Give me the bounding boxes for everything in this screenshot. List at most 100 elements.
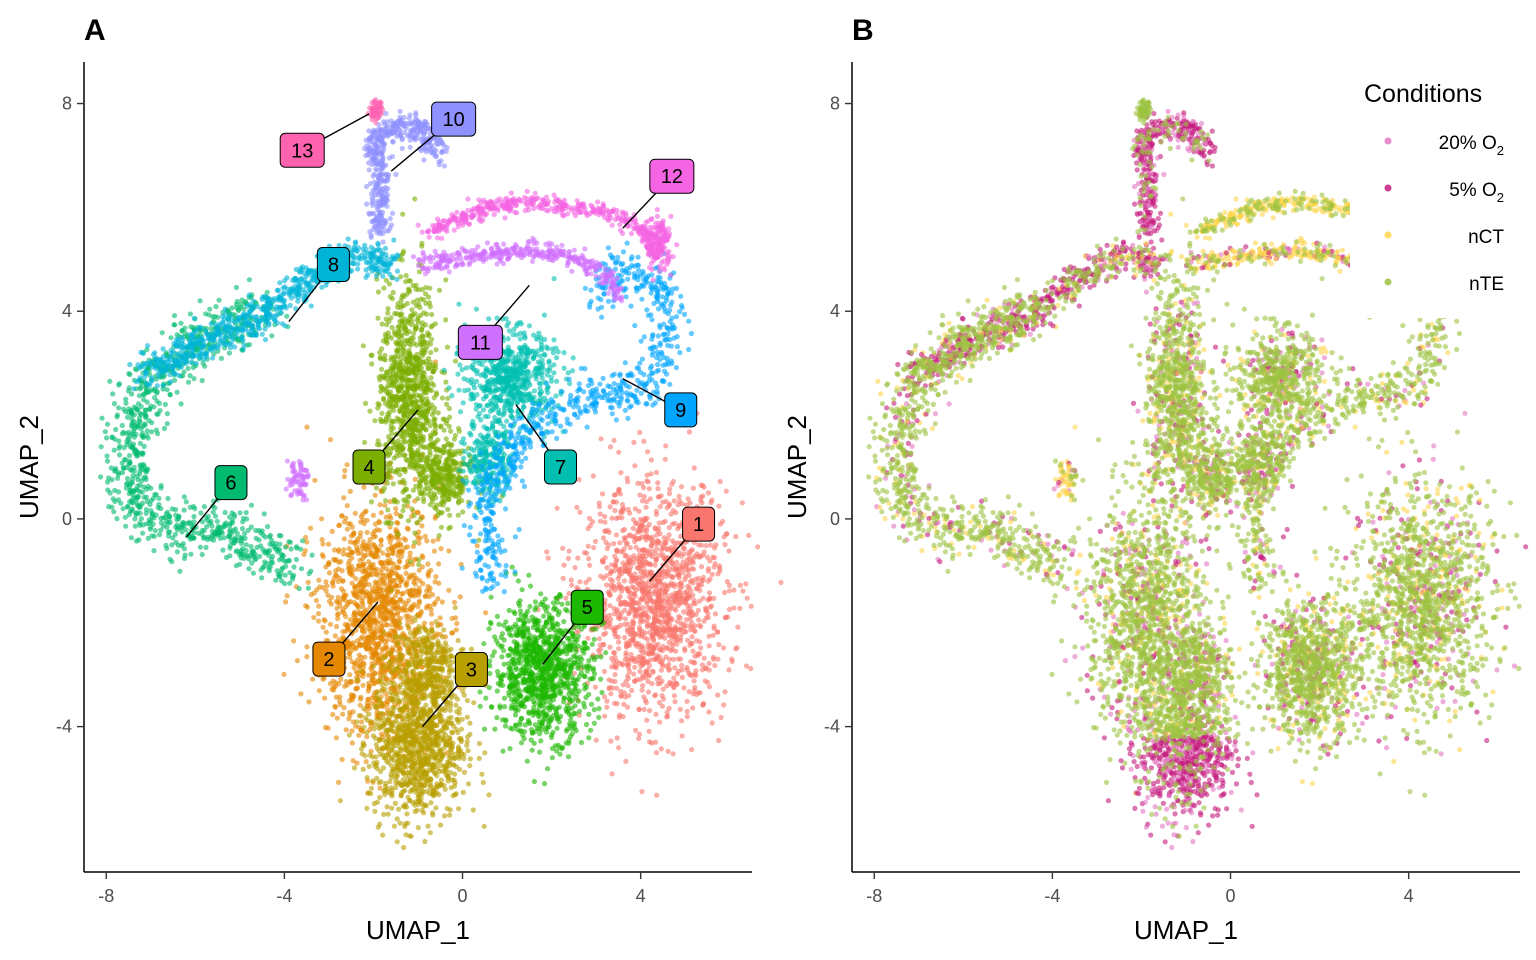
cluster-1-point [697,639,703,645]
cluster-4-point [422,346,429,352]
cluster-1-point [688,640,694,647]
cluster-1-point [637,676,643,683]
cluster-3-point [422,643,428,650]
cluster-3-point [398,674,405,680]
cluster-2-point [389,544,395,550]
cluster-2-point [446,548,452,554]
cluster-4-point [411,465,417,471]
cluster-1-point [612,654,618,660]
cluster-1-point [666,639,672,646]
cluster-1-point [631,439,637,445]
cluster-4-point [406,316,412,323]
cluster-4-point [391,407,397,413]
cluster-4-point [376,374,382,380]
cluster-1-point [693,672,699,679]
cluster-1-point [668,680,674,687]
cluster-1-point [640,485,647,491]
cluster-4-point [411,388,417,394]
cluster-3-point [429,741,435,747]
cluster-1-point [602,624,608,631]
cluster-1-point [639,561,646,567]
cluster-1-point [625,683,631,689]
cluster-1-point [670,656,677,663]
cluster-3-point [379,682,385,688]
cluster-3-point [388,695,394,702]
cluster-4-point [404,331,410,337]
cluster-3-point [482,750,488,756]
cluster-4-point [417,358,423,364]
cluster-2-point [363,508,369,514]
cluster-3-point [422,838,428,845]
cluster-1-point [660,545,666,551]
cluster-2-point [395,564,401,570]
cluster-3-point [464,714,470,720]
cluster-3-point [380,655,386,661]
cluster-1-point [645,636,651,643]
cluster-3-point [438,822,444,828]
cluster-1-point [625,662,631,668]
cluster-1-point [632,664,638,670]
cluster-1-point [735,624,741,630]
cluster-1-point [608,582,614,588]
cluster-3-point [403,744,409,751]
cluster-1-point [695,607,701,614]
cluster-1-point [646,561,652,567]
cluster-1-point [706,709,712,715]
cluster-1-point [577,579,583,585]
cluster-1-point [611,659,617,665]
cluster-1-point [631,585,637,591]
cluster-2-point [399,549,405,556]
cluster-3-point [372,808,378,814]
cluster-2-point [392,623,398,629]
cluster-2-point [454,620,460,627]
cluster-3-point [427,830,433,836]
cluster-1-point [667,486,673,492]
cluster-1-point [598,436,604,442]
cluster-4-point [433,347,439,353]
cluster-1-point [685,583,691,590]
cluster-3-point [436,783,442,789]
cluster-4-point [386,281,392,287]
cluster-1-point [721,645,727,651]
cluster-2-point [432,579,438,585]
cluster-3-point [419,729,425,735]
cluster-3-point [374,745,380,751]
cluster-1-point [755,544,761,550]
cluster-4-point [432,366,439,372]
cluster-4-point [405,518,412,524]
cluster-1-point [631,517,637,523]
cluster-1-point [705,578,711,584]
cluster-4-point [413,282,419,288]
cluster-3-point [442,813,448,819]
cluster-3-point [393,691,399,697]
cluster-1-point [610,578,616,584]
cluster-1-point [709,720,715,726]
cluster-2-point [364,517,370,523]
cluster-2-point [322,724,329,731]
cluster-3-point [418,659,424,666]
cluster-4-point [410,487,416,493]
cluster-1-point [653,583,659,589]
cluster-1-point [687,623,693,629]
cluster-1-point [646,645,652,651]
cluster-2-point [298,691,304,697]
cluster-3-point [426,745,432,752]
cluster-2-point [312,477,318,483]
cluster-3-point [452,771,458,777]
cluster-1-point [700,493,706,499]
cluster-2-point [346,599,352,605]
cluster-3-point [419,695,425,702]
cluster-4-point [377,416,384,422]
cluster-4-point [418,342,424,348]
cluster-3-point [394,839,400,845]
cluster-3-point [393,633,399,639]
cluster-1-point [701,618,707,624]
cluster-1-point [712,662,718,669]
cluster-1-point [682,645,688,652]
cluster-3-point [401,696,407,702]
cluster-2-point [394,541,400,547]
cluster-2-point [341,547,347,553]
cluster-3-point [406,757,412,763]
cluster-1-point [670,508,676,514]
